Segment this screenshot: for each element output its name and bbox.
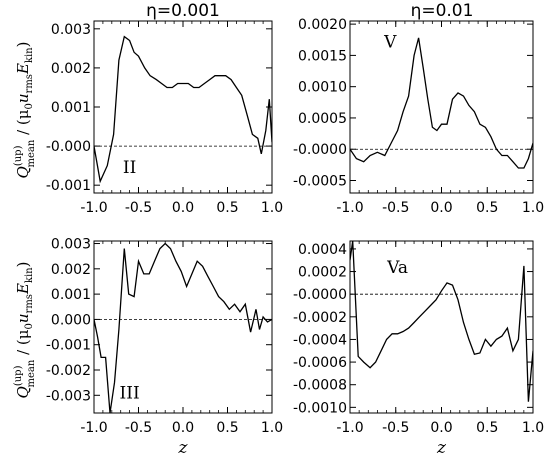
- y-tick-label: 0.001: [51, 100, 91, 116]
- y-tick-label: -0.003: [46, 388, 91, 404]
- y-tick-label: 0.000: [51, 312, 91, 328]
- panel-label: II: [123, 158, 136, 178]
- x-tick-label: 0.5: [216, 420, 238, 436]
- panel-label: V: [383, 33, 397, 53]
- x-tick-label: 0.5: [476, 420, 498, 436]
- x-tick-label: -1.0: [336, 420, 363, 436]
- y-tick-label: -0.0002: [293, 310, 347, 326]
- y-tick-label: -0.0010: [293, 400, 347, 416]
- x-tick-label: -0.5: [125, 200, 152, 216]
- y-tick-label: -0.0008: [293, 378, 347, 394]
- x-tick-label: 0.0: [430, 420, 452, 436]
- column-title-left: η=0.001: [146, 1, 220, 21]
- y-tick-label: 0.003: [51, 22, 91, 38]
- y-tick-label: 0.0015: [298, 48, 347, 64]
- x-tick-label: 0.5: [216, 200, 238, 216]
- y-tick-label: -0.0006: [293, 355, 347, 371]
- plot-frame: [349, 240, 534, 414]
- y-axis-label-bottom: Q(up) mean / (μ0urmsEkin): [13, 262, 37, 399]
- x-tick-label: -0.5: [382, 200, 409, 216]
- y-tick-label: 0.001: [51, 287, 91, 303]
- y-tick-label: -0.000: [46, 139, 91, 155]
- y-tick-label: 0.002: [51, 262, 91, 278]
- x-tick-label: 1.0: [261, 200, 283, 216]
- x-tick-label: -0.5: [382, 420, 409, 436]
- x-tick-label: -1.0: [336, 200, 363, 216]
- y-tick-label: -0.001: [46, 178, 91, 194]
- series-line: [94, 35, 272, 184]
- x-tick-label: 0.0: [172, 420, 194, 436]
- x-axis-label: z: [178, 438, 189, 458]
- series-line: [94, 242, 272, 413]
- y-tick-label: 0.003: [51, 237, 91, 253]
- y-tick-label: -0.001: [46, 338, 91, 354]
- x-tick-label: -1.0: [80, 200, 107, 216]
- x-tick-label: 0.0: [430, 200, 452, 216]
- x-tick-label: 0.5: [476, 200, 498, 216]
- series-line: [350, 241, 533, 402]
- y-tick-label: -0.0000: [293, 287, 347, 303]
- series-line: [350, 37, 533, 169]
- x-tick-label: 1.0: [522, 420, 544, 436]
- y-axis-label-top: Q(up) mean / (μ0urmsEkin): [13, 42, 37, 179]
- plot-frame: [349, 20, 534, 194]
- x-tick-label: -0.5: [125, 420, 152, 436]
- panel-label: III: [120, 383, 140, 403]
- y-tick-label: 0.0020: [298, 17, 347, 33]
- x-tick-label: -1.0: [80, 420, 107, 436]
- x-tick-label: 1.0: [261, 420, 283, 436]
- y-tick-label: 0.0004: [298, 242, 347, 258]
- panel-2: -1.0 -0.5 0.0 0.5 1.0 -0.003 -0.002 -0.001 0.000…: [46, 237, 283, 458]
- x-axis-label: z: [436, 438, 447, 458]
- x-tick-label: 0.0: [172, 200, 194, 216]
- y-tick-label: -0.0004: [293, 332, 347, 348]
- y-tick-label: -0.002: [46, 363, 91, 379]
- x-tick-label: 1.0: [522, 200, 544, 216]
- panels: -1.0 -0.5 0.0 0.5 1.0-0.001-0.0000.0010.0020…: [46, 17, 544, 458]
- y-tick-label: 0.002: [51, 61, 91, 77]
- y-tick-label: -0.0005: [293, 173, 347, 189]
- y-tick-label: 0.0010: [298, 80, 347, 96]
- panel-0: -1.0 -0.5 0.0 0.5 1.0 -0.001 -0.000 0.001 0.002 0…: [46, 20, 283, 216]
- panel-label: Va: [386, 258, 408, 278]
- y-tick-label: -0.0000: [293, 142, 347, 158]
- panel-3: -1.0 -0.5 0.0 0.5 1.0 -0.0010 -0.0008 -0.0006 -0…: [293, 240, 544, 458]
- y-tick-label: 0.0002: [298, 265, 347, 281]
- y-tick-label: 0.0005: [298, 111, 347, 127]
- column-title-right: η=0.01: [411, 1, 474, 21]
- panel-1: -1.0 -0.5 0.0 0.5 1.0 -0.0005 -0.0000 0.0005 0.0…: [293, 17, 544, 216]
